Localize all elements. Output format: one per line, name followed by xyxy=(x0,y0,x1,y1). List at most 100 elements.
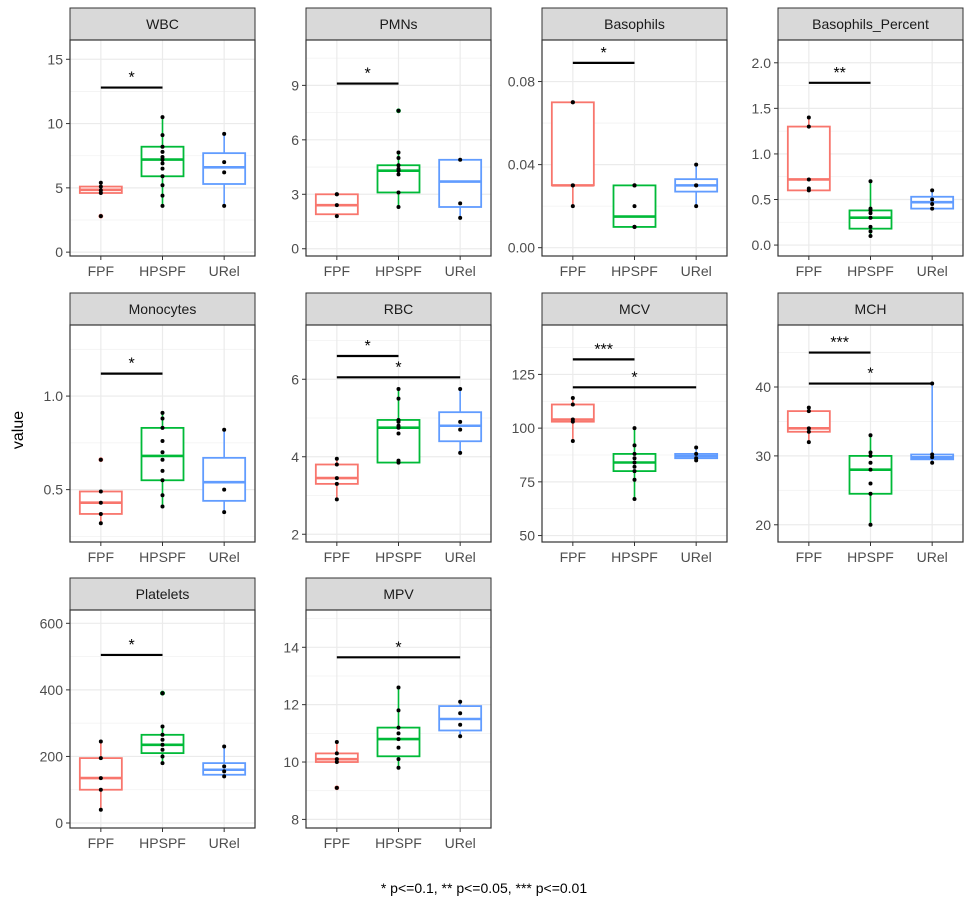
data-point xyxy=(160,193,165,198)
y-tick-label: 10 xyxy=(47,116,63,132)
y-tick-label: 3 xyxy=(291,186,299,202)
significance-bracket: * xyxy=(336,359,461,379)
data-point xyxy=(632,469,637,474)
bracket-label: * xyxy=(129,70,135,87)
x-tick-label: FPF xyxy=(88,549,114,565)
x-tick-label: URel xyxy=(917,263,948,279)
data-point xyxy=(396,386,401,391)
y-tick-label: 125 xyxy=(512,366,536,382)
significance-bracket: * xyxy=(572,45,635,64)
data-point xyxy=(570,417,575,422)
data-point xyxy=(160,468,165,473)
panel-strip xyxy=(541,292,728,326)
data-point xyxy=(458,419,463,424)
y-tick-label: 0 xyxy=(291,241,299,257)
box-hpspf xyxy=(848,433,893,527)
significance-bracket: * xyxy=(572,369,697,389)
data-point xyxy=(632,464,637,469)
y-tick-label: 30 xyxy=(755,448,771,464)
bracket-label: * xyxy=(365,338,371,355)
data-point xyxy=(98,180,103,185)
data-point xyxy=(396,431,401,436)
y-tick-label: 0.04 xyxy=(508,157,535,173)
data-point xyxy=(868,206,873,211)
data-point xyxy=(334,760,339,765)
data-point xyxy=(930,206,935,211)
data-point xyxy=(930,197,935,202)
data-point xyxy=(806,426,811,431)
x-tick-label: FPF xyxy=(560,549,586,565)
data-point xyxy=(868,211,873,216)
x-tick-label: URel xyxy=(917,549,948,565)
data-point xyxy=(334,751,339,756)
data-point xyxy=(570,100,575,105)
data-point xyxy=(396,204,401,209)
box-hpspf xyxy=(376,108,421,209)
data-point xyxy=(222,170,227,175)
panel-strip xyxy=(305,577,492,611)
data-point xyxy=(396,423,401,428)
box-urel xyxy=(674,445,719,463)
iqr-box xyxy=(438,158,483,208)
panel-border xyxy=(777,39,964,257)
significance-bracket: * xyxy=(100,70,163,89)
data-point xyxy=(458,201,463,206)
iqr-box xyxy=(78,757,123,791)
panel-mpv: MPV 8 10 12 14 FPF HPSPF URel * xyxy=(283,577,492,851)
data-point xyxy=(160,115,165,120)
significance-bracket: *** xyxy=(572,341,635,361)
significance-bracket: *** xyxy=(808,335,871,354)
significance-bracket: * xyxy=(336,639,461,659)
y-tick-label: 0.0 xyxy=(752,237,772,253)
data-point xyxy=(160,144,165,149)
box-fpf xyxy=(550,396,595,444)
data-point xyxy=(160,410,165,415)
y-tick-label: 1.5 xyxy=(752,100,772,116)
y-tick-label: 8 xyxy=(291,811,299,827)
data-point xyxy=(160,754,165,759)
data-point xyxy=(98,776,103,781)
iqr-box xyxy=(202,456,247,502)
data-point xyxy=(396,396,401,401)
y-tick-label: 400 xyxy=(40,682,64,698)
data-point xyxy=(868,453,873,458)
panel-strip xyxy=(69,577,256,611)
data-point xyxy=(458,157,463,162)
significance-bracket: ** xyxy=(808,65,871,84)
panel-basophils-percent: Basophils_Percent 0.0 0.5 1.0 1.5 2.0 FPF HPSPF… xyxy=(752,7,964,279)
x-tick-label: FPF xyxy=(324,263,350,279)
data-point xyxy=(632,460,637,465)
data-point xyxy=(334,757,339,762)
data-point xyxy=(458,722,463,727)
data-point xyxy=(160,493,165,498)
data-point xyxy=(160,203,165,208)
panel-border xyxy=(69,39,256,257)
panel-title: Platelets xyxy=(136,586,190,602)
bracket-label: * xyxy=(129,637,135,654)
box-urel xyxy=(674,162,719,209)
data-point xyxy=(98,489,103,494)
data-point xyxy=(396,163,401,168)
data-point xyxy=(632,204,637,209)
data-point xyxy=(222,744,227,749)
data-point xyxy=(806,409,811,414)
data-point xyxy=(806,124,811,129)
panel-title: Monocytes xyxy=(129,301,197,317)
data-point xyxy=(868,522,873,527)
data-point xyxy=(222,764,227,769)
data-point xyxy=(632,497,637,502)
data-point xyxy=(806,177,811,182)
panel-rbc: RBC 2 4 6 FPF HPSPF URel * * xyxy=(291,292,492,565)
data-point xyxy=(222,160,227,165)
data-point xyxy=(632,183,637,188)
y-tick-label: 1.0 xyxy=(44,388,64,404)
data-point xyxy=(334,497,339,502)
x-tick-label: FPF xyxy=(324,835,350,851)
y-tick-label: 0.5 xyxy=(752,191,772,207)
data-point xyxy=(98,756,103,761)
data-point xyxy=(570,439,575,444)
iqr-box xyxy=(550,101,595,187)
x-tick-label: URel xyxy=(209,835,240,851)
y-tick-label: 600 xyxy=(40,615,64,631)
